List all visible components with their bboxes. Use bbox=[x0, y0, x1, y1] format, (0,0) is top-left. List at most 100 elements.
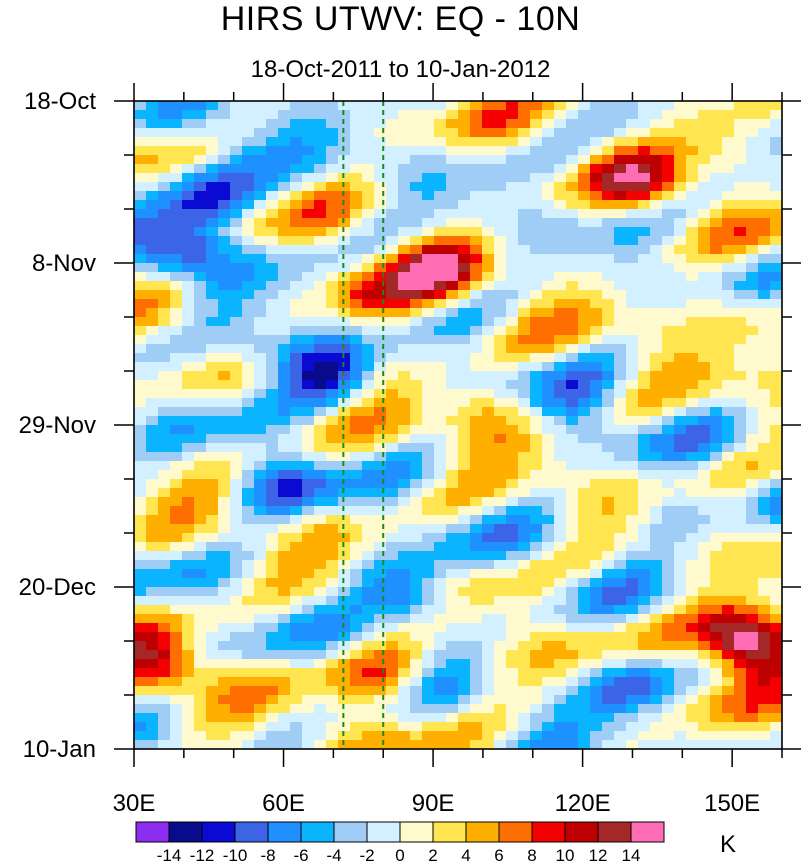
heat-cell bbox=[134, 434, 147, 444]
heat-cell bbox=[698, 299, 711, 309]
heat-cell bbox=[206, 353, 219, 363]
heat-cell bbox=[194, 182, 207, 192]
heat-cell bbox=[578, 254, 591, 264]
heat-cell bbox=[698, 335, 711, 345]
heat-cell bbox=[686, 290, 699, 300]
heat-cell bbox=[686, 434, 699, 444]
heat-cell bbox=[266, 452, 279, 462]
heat-cell bbox=[266, 344, 279, 354]
heat-cell bbox=[614, 272, 627, 282]
heat-cell bbox=[458, 641, 471, 651]
heat-cell bbox=[638, 236, 651, 246]
heat-cell bbox=[374, 236, 387, 246]
heat-cell bbox=[362, 164, 375, 174]
heat-cell bbox=[386, 398, 399, 408]
heat-cell bbox=[554, 407, 567, 417]
colorbar-swatch bbox=[168, 821, 203, 843]
heat-cell bbox=[770, 272, 782, 282]
heat-cell bbox=[590, 227, 603, 237]
heat-cell bbox=[218, 731, 231, 741]
heat-cell bbox=[770, 380, 782, 390]
heat-cell bbox=[146, 641, 159, 651]
heat-cell bbox=[470, 128, 483, 138]
heat-cell bbox=[218, 254, 231, 264]
heat-cell bbox=[650, 146, 663, 156]
heat-cell bbox=[674, 119, 687, 129]
heat-cell bbox=[158, 191, 171, 201]
heat-cell bbox=[206, 443, 219, 453]
heat-cell bbox=[686, 659, 699, 669]
heat-cell bbox=[302, 470, 315, 480]
heat-cell bbox=[698, 722, 711, 732]
heat-cell bbox=[722, 245, 735, 255]
heat-cell bbox=[686, 461, 699, 471]
heat-cell bbox=[482, 389, 495, 399]
heat-cell bbox=[398, 416, 411, 426]
heat-cell bbox=[590, 677, 603, 687]
heat-cell bbox=[758, 740, 771, 749]
heat-cell bbox=[650, 668, 663, 678]
heat-cell bbox=[374, 407, 387, 417]
heat-cell bbox=[590, 119, 603, 129]
heat-cell bbox=[578, 155, 591, 165]
heat-cell bbox=[362, 515, 375, 525]
heat-cell bbox=[722, 362, 735, 372]
heat-cell bbox=[350, 686, 363, 696]
heat-cell bbox=[734, 704, 747, 714]
heat-cell bbox=[386, 362, 399, 372]
heat-cell bbox=[578, 704, 591, 714]
heat-cell bbox=[254, 416, 267, 426]
heat-cell bbox=[398, 650, 411, 660]
heat-cell bbox=[374, 542, 387, 552]
heat-cell bbox=[662, 110, 675, 120]
heat-cell bbox=[386, 344, 399, 354]
heat-cell bbox=[506, 155, 519, 165]
heat-cell bbox=[266, 731, 279, 741]
heat-cell bbox=[602, 308, 615, 318]
heat-cell bbox=[362, 380, 375, 390]
heat-cell bbox=[182, 740, 195, 749]
heat-cell bbox=[686, 686, 699, 696]
heat-cell bbox=[290, 398, 303, 408]
heat-cell bbox=[362, 389, 375, 399]
heat-cell bbox=[146, 578, 159, 588]
heat-cell bbox=[686, 443, 699, 453]
heat-cell bbox=[746, 317, 759, 327]
heat-cell bbox=[350, 641, 363, 651]
heat-cell bbox=[290, 605, 303, 615]
heat-cell bbox=[674, 614, 687, 624]
heat-cell bbox=[506, 344, 519, 354]
heat-cell bbox=[710, 119, 723, 129]
heat-cell bbox=[602, 641, 615, 651]
heat-cell bbox=[158, 443, 171, 453]
heat-cell bbox=[614, 371, 627, 381]
heat-cell bbox=[530, 425, 543, 435]
heat-cell bbox=[662, 218, 675, 228]
heat-cell bbox=[230, 587, 243, 597]
heat-cell bbox=[326, 263, 339, 273]
heat-cell bbox=[470, 245, 483, 255]
heat-cell bbox=[470, 434, 483, 444]
heat-cell bbox=[278, 218, 291, 228]
heat-cell bbox=[590, 506, 603, 516]
heat-cell bbox=[434, 695, 447, 705]
heat-cell bbox=[494, 560, 507, 570]
heat-cell bbox=[290, 713, 303, 723]
heat-cell bbox=[626, 380, 639, 390]
heat-cell bbox=[326, 128, 339, 138]
heat-cell bbox=[458, 740, 471, 749]
heat-cell bbox=[698, 164, 711, 174]
heat-cell bbox=[566, 182, 579, 192]
heat-cell bbox=[626, 704, 639, 714]
heat-cell bbox=[554, 704, 567, 714]
heat-cell bbox=[242, 443, 255, 453]
heat-cell bbox=[650, 623, 663, 633]
heat-cell bbox=[434, 515, 447, 525]
heat-cell bbox=[410, 560, 423, 570]
heat-cell bbox=[650, 236, 663, 246]
colorbar-label: 0 bbox=[395, 846, 404, 864]
heat-cell bbox=[146, 101, 159, 111]
heat-cell bbox=[326, 335, 339, 345]
heat-cell bbox=[278, 137, 291, 147]
heat-cell bbox=[698, 254, 711, 264]
